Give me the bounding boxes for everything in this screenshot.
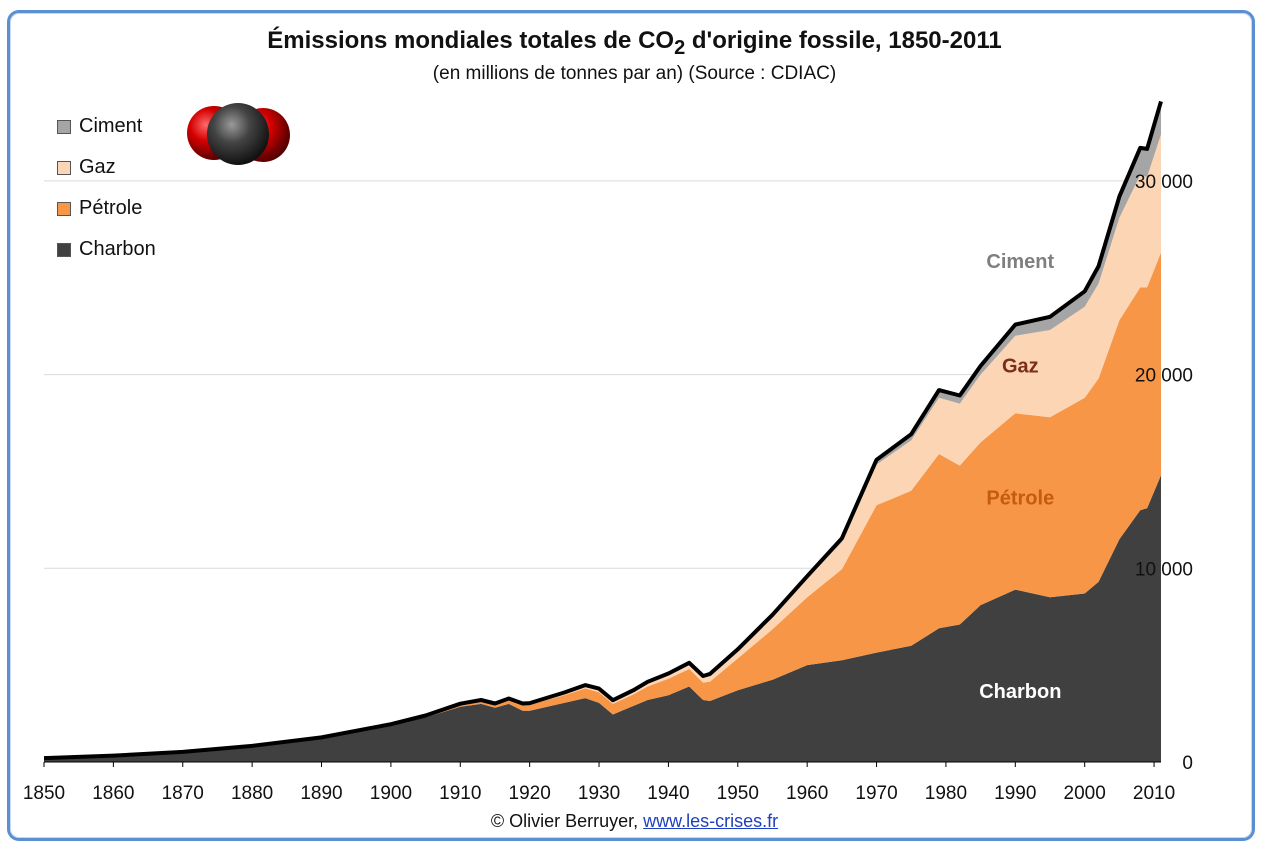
series-label-charbon: Charbon: [979, 681, 1061, 703]
x-tick-label: 1890: [300, 783, 342, 804]
x-tick-label: 1880: [231, 783, 273, 804]
x-tick-label: 1980: [925, 783, 967, 804]
legend-swatch-charbon: [57, 242, 71, 257]
legend-item-petrole: Pétrole: [57, 188, 156, 229]
series-label-gaz: Gaz: [1002, 356, 1039, 378]
series-label-petrole: Pétrole: [986, 487, 1054, 509]
copyright-text: © Olivier Berruyer,: [490, 811, 639, 831]
series-label-ciment: Ciment: [986, 251, 1054, 273]
x-tick-label: 1990: [994, 783, 1036, 804]
legend-label-ciment: Ciment: [79, 115, 143, 137]
x-tick-label: 1900: [370, 783, 412, 804]
y-tick-label: 0: [1182, 753, 1193, 774]
chart-footer: © Olivier Berruyer, www.les-crises.fr: [0, 811, 1269, 832]
legend-label-gaz: Gaz: [79, 156, 116, 178]
x-tick-label: 1910: [439, 783, 481, 804]
legend-label-charbon: Charbon: [79, 238, 156, 260]
legend-swatch-gaz: [57, 160, 71, 175]
x-tick-label: 2000: [1064, 783, 1106, 804]
legend-item-gaz: Gaz: [57, 147, 156, 188]
legend-item-ciment: Ciment: [57, 106, 156, 147]
x-tick-label: 2010: [1133, 783, 1175, 804]
legend-swatch-petrole: [57, 201, 71, 216]
chart-frame: [7, 10, 1255, 841]
legend-item-charbon: Charbon: [57, 229, 156, 270]
x-tick-label: 1930: [578, 783, 620, 804]
area-series-charbon: [44, 475, 1161, 762]
chart-subtitle: (en millions de tonnes par an) (Source :…: [432, 63, 837, 84]
x-tick-label: 1950: [717, 783, 759, 804]
source-link[interactable]: www.les-crises.fr: [643, 811, 779, 831]
title-subscript: 2: [674, 36, 686, 59]
x-tick-label: 1850: [23, 783, 65, 804]
y-tick-label: 30 000: [1135, 172, 1193, 193]
area-series-petrole: [44, 252, 1161, 759]
total-emissions-line: [43, 100, 1163, 761]
x-tick-label: 1860: [92, 783, 134, 804]
chart-legend: Ciment Gaz Pétrole Charbon: [57, 106, 156, 270]
y-tick-label: 20 000: [1135, 366, 1193, 387]
x-tick-label: 1970: [855, 783, 897, 804]
chart-title: Émissions mondiales totales de CO2 d'ori…: [267, 27, 1002, 59]
co2-molecule-icon: [187, 103, 290, 165]
area-series-gaz: [44, 134, 1161, 759]
x-tick-label: 1940: [647, 783, 689, 804]
x-tick-label: 1960: [786, 783, 828, 804]
legend-label-petrole: Pétrole: [79, 197, 143, 219]
legend-swatch-ciment: [57, 119, 71, 134]
x-tick-label: 1870: [162, 783, 204, 804]
x-tick-label: 1920: [509, 783, 551, 804]
y-tick-label: 10 000: [1135, 559, 1193, 580]
